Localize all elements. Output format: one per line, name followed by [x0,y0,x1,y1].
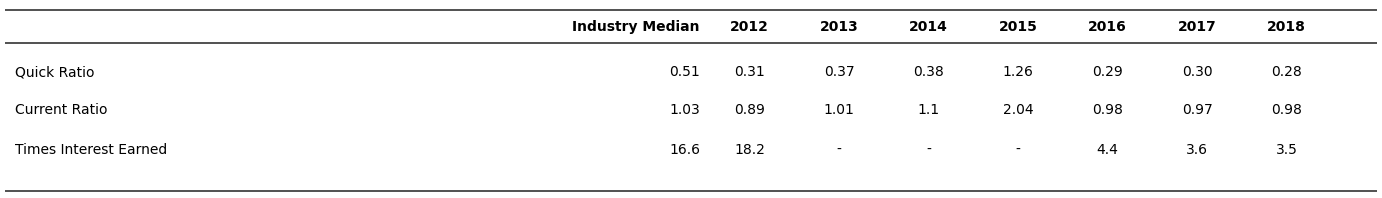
Text: 2015: 2015 [999,20,1038,34]
Text: 0.51: 0.51 [669,65,701,79]
Text: -: - [837,143,842,157]
Text: 1.03: 1.03 [669,103,701,117]
Text: -: - [926,143,931,157]
Text: 0.29: 0.29 [1092,65,1124,79]
Text: 2018: 2018 [1267,20,1306,34]
Text: 0.31: 0.31 [734,65,766,79]
Text: Times Interest Earned: Times Interest Earned [15,143,167,157]
Text: 0.28: 0.28 [1271,65,1302,79]
Text: 1.1: 1.1 [918,103,940,117]
Text: 1.01: 1.01 [824,103,854,117]
Text: 0.98: 0.98 [1092,103,1124,117]
Text: Industry Median: Industry Median [572,20,701,34]
Text: Quick Ratio: Quick Ratio [15,65,94,79]
Text: 0.89: 0.89 [734,103,766,117]
Text: Current Ratio: Current Ratio [15,103,108,117]
Text: 2017: 2017 [1177,20,1216,34]
Text: 2012: 2012 [730,20,770,34]
Text: 0.98: 0.98 [1271,103,1302,117]
Text: 3.6: 3.6 [1186,143,1208,157]
Text: 0.37: 0.37 [824,65,854,79]
Text: 3.5: 3.5 [1276,143,1298,157]
Text: 18.2: 18.2 [734,143,766,157]
Text: 2014: 2014 [909,20,948,34]
Text: 0.30: 0.30 [1182,65,1212,79]
Text: -: - [1016,143,1021,157]
Text: 0.38: 0.38 [914,65,944,79]
Text: 4.4: 4.4 [1097,143,1118,157]
Text: 2016: 2016 [1089,20,1128,34]
Text: 2013: 2013 [820,20,858,34]
Text: 1.26: 1.26 [1003,65,1034,79]
Text: 0.97: 0.97 [1182,103,1212,117]
Text: 2.04: 2.04 [1003,103,1034,117]
Text: 16.6: 16.6 [669,143,701,157]
